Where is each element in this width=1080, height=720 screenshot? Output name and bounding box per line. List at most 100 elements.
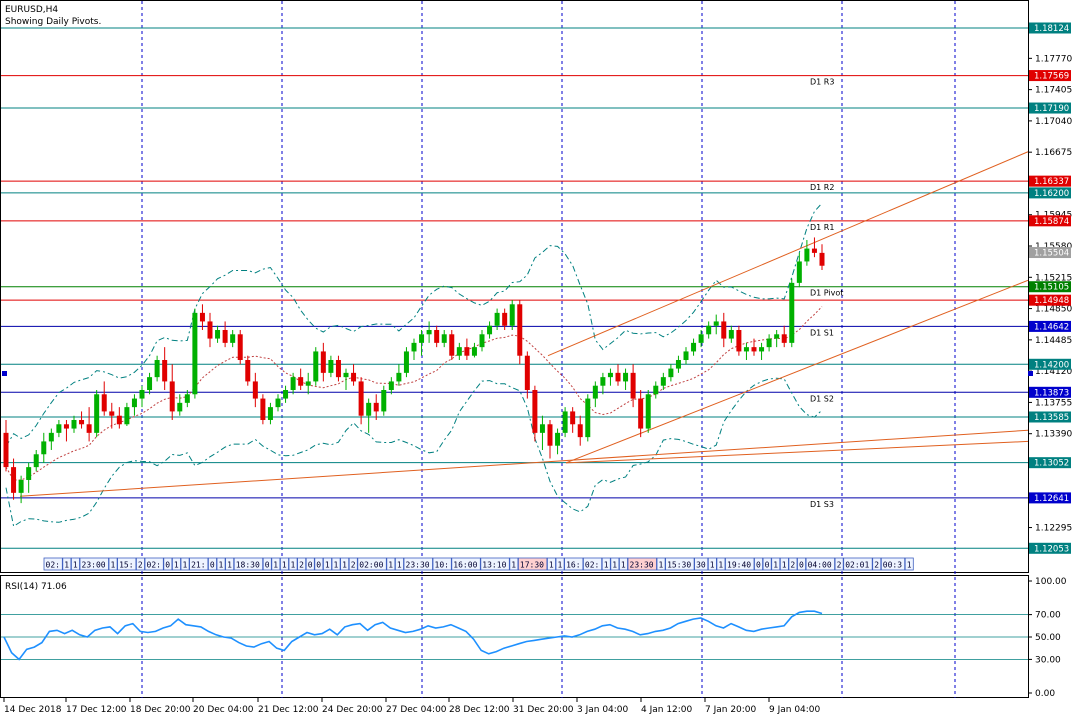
candle-body bbox=[48, 432, 54, 442]
event-marker bbox=[583, 557, 603, 571]
candle-body bbox=[638, 398, 644, 429]
candle-body bbox=[479, 334, 485, 348]
event-marker-label: 1 bbox=[511, 561, 516, 570]
event-marker bbox=[432, 557, 452, 571]
candle-body bbox=[162, 360, 168, 382]
candle-body bbox=[706, 325, 712, 335]
candle-body bbox=[691, 342, 697, 352]
event-marker-label: 02: bbox=[147, 561, 161, 570]
price-tick-label: 1.16675 bbox=[1035, 148, 1072, 158]
candle-body bbox=[373, 402, 379, 412]
candle-body bbox=[215, 330, 221, 339]
time-tick-label: 14 Dec 2018 bbox=[4, 705, 62, 715]
pivot-lines: D1 R3 D1 R2 D1 R1 D1 Pivot D1 S1 D1 S2 D1 S3 bbox=[810, 78, 843, 509]
event-marker bbox=[665, 557, 695, 571]
chart-symbol-title: EURUSD,H4 bbox=[5, 5, 58, 15]
event-marker bbox=[43, 557, 63, 571]
candle-body bbox=[759, 347, 765, 352]
candle-body bbox=[532, 389, 538, 433]
pivot-label: D1 Pivot bbox=[810, 289, 843, 298]
candle-body bbox=[86, 424, 92, 433]
candle-body bbox=[743, 347, 749, 352]
event-marker-label: 1 bbox=[388, 561, 393, 570]
event-marker bbox=[189, 557, 209, 571]
time-tick-label: 3 Jan 04:00 bbox=[577, 705, 629, 715]
right-level-marker bbox=[1028, 371, 1033, 376]
price-tick-label: 1.14485 bbox=[1035, 336, 1072, 346]
candle-body bbox=[660, 377, 666, 386]
price-level-tag-label: 1.15874 bbox=[1034, 217, 1069, 227]
candle-body bbox=[94, 394, 100, 433]
candle-body bbox=[585, 398, 591, 438]
candle-body bbox=[607, 372, 613, 378]
time-tick-label: 28 Dec 12:00 bbox=[449, 705, 510, 715]
event-marker-label: 0 bbox=[799, 561, 804, 570]
bollinger-bands bbox=[5, 202, 823, 528]
event-marker-label: 15:30 bbox=[667, 561, 691, 570]
candle-body bbox=[320, 351, 326, 373]
price-level-tag-label: 1.12053 bbox=[1034, 544, 1069, 554]
event-marker-label: 23:30 bbox=[630, 561, 654, 570]
candle-body bbox=[79, 419, 85, 425]
rsi-line bbox=[3, 610, 823, 661]
event-marker bbox=[509, 557, 519, 571]
event-marker bbox=[135, 557, 145, 571]
candle-body bbox=[222, 330, 228, 343]
event-marker bbox=[754, 557, 764, 571]
price-tick-label: 1.17405 bbox=[1035, 86, 1072, 96]
rsi-tick-label: 30.00 bbox=[1035, 655, 1061, 665]
candle-body bbox=[471, 347, 477, 356]
candle-body bbox=[547, 424, 553, 446]
event-marker-label: 1 bbox=[659, 561, 664, 570]
time-tick-label: 17 Dec 12:00 bbox=[66, 705, 127, 715]
candle-body bbox=[524, 355, 530, 390]
event-marker-label: 1 bbox=[397, 561, 402, 570]
event-marker bbox=[288, 557, 298, 571]
level-lines bbox=[1, 27, 1028, 549]
rsi-label: RSI(14) 71.06 bbox=[5, 582, 67, 592]
candle-body bbox=[623, 372, 629, 382]
pivot-label: D1 S2 bbox=[810, 394, 834, 403]
event-marker-label: 15: bbox=[119, 561, 133, 570]
candle-body bbox=[199, 312, 205, 322]
price-level-tag-label: 1.12641 bbox=[1034, 494, 1069, 504]
price-level-tag-label: 1.14642 bbox=[1034, 322, 1069, 332]
event-marker bbox=[394, 557, 404, 571]
candle-body bbox=[555, 432, 561, 446]
event-marker-label: 2 bbox=[837, 561, 842, 570]
event-marker bbox=[872, 557, 882, 571]
trend-channel-lines[interactable] bbox=[19, 151, 1029, 497]
candle-body bbox=[343, 372, 349, 378]
event-marker bbox=[144, 557, 164, 571]
candle-body bbox=[139, 389, 145, 399]
event-marker-label: 1 bbox=[282, 561, 287, 570]
event-marker bbox=[357, 557, 387, 571]
price-level-tag-label: 1.14948 bbox=[1034, 296, 1069, 306]
price-level-tag-label: 1.18124 bbox=[1034, 24, 1069, 34]
event-marker-label: 00:3 bbox=[883, 561, 902, 570]
event-marker bbox=[555, 557, 565, 571]
event-marker-label: 1 bbox=[549, 561, 554, 570]
price-tick-label: 1.13390 bbox=[1035, 430, 1072, 440]
candle-body bbox=[41, 441, 47, 455]
candle-body bbox=[449, 334, 455, 356]
price-tick-label: 1.14120 bbox=[1035, 367, 1072, 377]
event-marker bbox=[233, 557, 264, 571]
price-tick-label: 1.15580 bbox=[1035, 242, 1072, 252]
trend-line bbox=[547, 151, 1029, 357]
rsi-indicator: RSI(14) 71.06 100.00 70.00 50.00 30.00 0.00 bbox=[1, 577, 1067, 699]
candle-body bbox=[33, 454, 39, 468]
event-marker-label: 02:01 bbox=[845, 561, 869, 570]
pivot-label: D1 R3 bbox=[810, 78, 834, 87]
candle-body bbox=[3, 432, 9, 468]
rsi-subwindow-frame[interactable] bbox=[0, 575, 1029, 698]
candle-body bbox=[728, 330, 734, 339]
candle-body bbox=[819, 252, 825, 266]
event-marker-label: 1 bbox=[558, 561, 563, 570]
event-marker bbox=[762, 557, 772, 571]
candle-body bbox=[502, 312, 508, 326]
event-marker bbox=[805, 557, 835, 571]
candle-body bbox=[366, 402, 372, 416]
candle-body bbox=[456, 347, 462, 356]
